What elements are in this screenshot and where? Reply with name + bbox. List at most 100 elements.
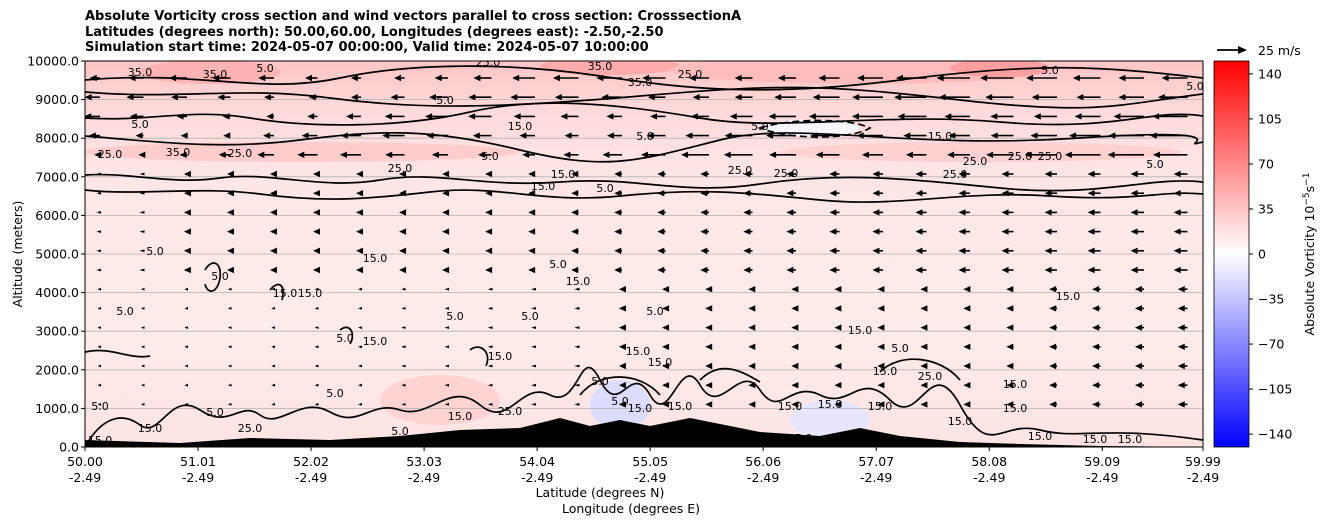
wind-vector-head	[657, 228, 665, 235]
wind-vector-head	[657, 190, 665, 197]
wind-vector-head	[1177, 362, 1185, 370]
x-tick-label-lat: 59.09	[1084, 454, 1120, 469]
wind-vector	[271, 307, 275, 310]
wind-vector	[271, 345, 275, 349]
wind-vector-head	[903, 132, 911, 139]
contour-label: 25.0	[98, 148, 123, 161]
contour-label: 5.0	[549, 258, 567, 271]
wind-vector-head	[662, 305, 670, 312]
x-tick-label-lon: -2.49	[69, 470, 101, 485]
wind-vector-head	[1173, 228, 1181, 235]
contour-label: 15.0	[298, 287, 323, 300]
wind-vector-head	[269, 247, 277, 254]
y-tick-label: 0.0	[59, 440, 79, 455]
contour-label: 5.0	[591, 375, 609, 388]
wind-vector-head	[1092, 401, 1100, 408]
y-tick-label: 6000.0	[35, 208, 79, 223]
wind-vector-head	[618, 305, 626, 312]
wind-vector	[487, 307, 493, 310]
wind-vector-head	[129, 113, 137, 120]
wind-vector-head	[1024, 151, 1032, 158]
wind-vector-head	[571, 209, 579, 216]
y-tick-label: 5000.0	[35, 247, 79, 262]
wind-vector-head	[812, 94, 820, 101]
wind-vector	[184, 403, 188, 406]
wind-vector-head	[662, 324, 670, 331]
wind-vector-head	[1134, 362, 1142, 370]
contour-label: 5.0	[116, 305, 134, 318]
wind-vector-head	[748, 401, 756, 408]
wind-vector-head	[313, 209, 321, 216]
wind-vector-head	[485, 190, 493, 197]
wind-vector-head	[269, 209, 277, 216]
wind-vector-head	[700, 247, 708, 254]
wind-vector	[140, 287, 145, 291]
wind-vector-head	[528, 209, 536, 216]
wind-vector-head	[748, 343, 756, 350]
wind-vector	[97, 364, 101, 368]
wind-vector-head	[571, 190, 579, 197]
wind-vector-head	[1087, 266, 1095, 274]
wind-vector-head	[1134, 286, 1142, 293]
contour-label: 5.0	[481, 150, 499, 163]
wind-vector-head	[963, 382, 971, 389]
wind-vector-head	[601, 94, 609, 101]
wind-vector-head	[905, 151, 913, 158]
wind-vector	[401, 383, 406, 387]
wind-vector-head	[1152, 151, 1160, 158]
wind-vector-head	[834, 382, 842, 389]
wind-vector-head	[1044, 228, 1052, 235]
wind-vector	[96, 230, 101, 233]
x-tick-label-lon: -2.49	[634, 470, 666, 485]
wind-vector-head	[920, 324, 928, 331]
wind-vector-head	[442, 266, 450, 274]
wind-vector-head	[618, 324, 626, 331]
wind-vector-head	[688, 74, 696, 82]
wind-vector-head	[183, 228, 191, 235]
wind-vector-head	[748, 382, 756, 389]
colorbar-tick-label: −35	[1258, 292, 1284, 307]
wind-vector-head	[743, 228, 751, 235]
wind-vector	[227, 403, 232, 406]
wind-vector-head	[877, 324, 885, 331]
wind-vector-head	[356, 247, 364, 254]
wind-vector-head	[218, 151, 226, 158]
wind-vector-head	[217, 94, 225, 101]
contour-label: 5.0	[131, 118, 149, 131]
wind-vector-head	[485, 209, 493, 216]
wind-vector-head	[528, 228, 536, 235]
wind-vector-head	[963, 362, 971, 370]
wind-vector-head	[1177, 382, 1185, 389]
wind-vector-head	[1134, 382, 1142, 389]
wind-vector	[314, 364, 319, 368]
wind-vector-head	[734, 74, 742, 82]
wind-vector-head	[1130, 247, 1138, 254]
wind-vector	[227, 287, 232, 291]
colorbar-tick-label: −105	[1258, 382, 1292, 397]
wind-vector	[357, 364, 362, 368]
x-tick-label-lat: 59.99	[1185, 454, 1221, 469]
wind-vector-head	[834, 324, 842, 331]
wind-vector-head	[700, 228, 708, 235]
wind-vector	[314, 383, 319, 387]
wind-vector-head	[920, 305, 928, 312]
wind-vector	[444, 383, 449, 387]
wind-vector	[139, 211, 145, 214]
wind-vector	[271, 287, 275, 291]
contour-label: 35.0	[628, 76, 653, 89]
wind-vector-head	[1049, 343, 1057, 350]
colorbar-label: Absolute Vorticity 10−5s−1	[1302, 173, 1317, 336]
wind-vector-head	[1177, 401, 1185, 408]
wind-vector-head	[705, 324, 713, 331]
wind-vector-head	[1064, 151, 1072, 158]
wind-vector	[96, 191, 101, 195]
wind-vector-head	[657, 170, 665, 178]
x-tick-label-lon: -2.49	[860, 470, 892, 485]
wind-vector	[357, 307, 362, 310]
wind-vector-head	[1092, 286, 1100, 293]
wind-vector-head	[920, 382, 928, 389]
wind-vector-head	[1006, 382, 1014, 389]
wind-vector-head	[818, 74, 826, 82]
y-tick-label: 7000.0	[35, 169, 79, 184]
wind-vector-head	[510, 94, 518, 101]
